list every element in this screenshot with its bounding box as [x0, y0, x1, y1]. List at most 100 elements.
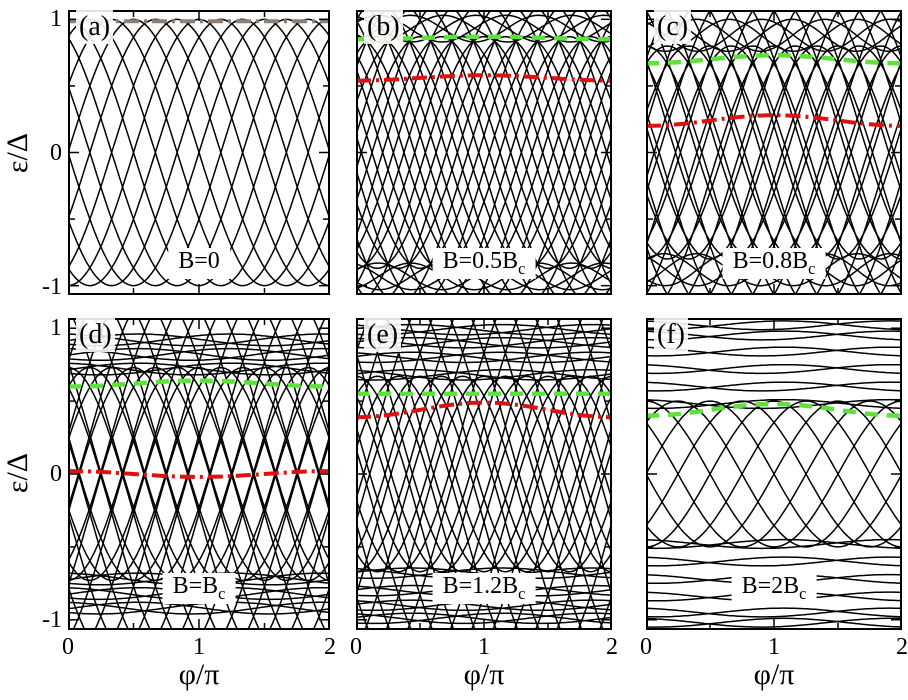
spectrum-curve: [69, 18, 329, 287]
panel-label-d: (d): [76, 318, 115, 352]
panel-a: (a) B=0: [68, 10, 330, 295]
ytick-top-1: 1: [50, 6, 62, 32]
spectrum-curve: [69, 366, 329, 629]
field-subscript: c: [218, 584, 226, 604]
spectrum-curve: [647, 320, 901, 331]
panel-label-f: (f): [654, 318, 688, 352]
xtick-f-2: 2: [896, 634, 908, 660]
panel-e: (e) B=1.2Bc: [356, 318, 612, 630]
spectrum-curve: [364, 375, 561, 629]
panel-c: (c) B=0.8Bc: [646, 10, 902, 295]
plot-border: [356, 318, 612, 630]
spectrum-curve: [647, 18, 901, 53]
spectrum-curve: [647, 617, 901, 628]
red-dashdot-level-e: [357, 400, 611, 420]
spectrum-curve: [647, 346, 901, 357]
spectrum-curve: [357, 11, 611, 270]
spectrum-curve: [647, 45, 860, 294]
x-axis-label-col3: φ/π: [753, 658, 795, 691]
field-label-main: B=2B: [741, 573, 800, 600]
spectrum-curve: [688, 11, 901, 260]
panel-f: (f) B=2Bc: [646, 318, 902, 630]
spectrum-curve: [647, 607, 901, 618]
tick-marks: [356, 320, 612, 628]
spectrum-curve: [69, 366, 329, 629]
spectrum-curve: [72, 366, 282, 629]
red-dashdot-level-b: [357, 73, 611, 83]
spectrum-curve: [357, 319, 611, 573]
spectrum-curve: [647, 400, 901, 548]
xtick-e-0: 0: [350, 634, 362, 660]
field-label-f: B=2Bc: [731, 573, 817, 604]
spectrum-curve: [647, 398, 901, 410]
spectrum-curve: [357, 35, 611, 294]
spectrum-curve: [357, 375, 611, 629]
field-subscript: c: [808, 259, 816, 279]
spectrum-curve: [357, 319, 611, 573]
spectrum-curve: [357, 369, 611, 381]
spectrum-curve: [647, 252, 901, 287]
field-label-main: B=0: [178, 248, 220, 275]
tick-marks: [646, 320, 902, 628]
field-label-d: B=Bc: [162, 573, 236, 604]
spectrum-curve: [647, 45, 901, 294]
plot-border: [68, 318, 330, 630]
spectrum-curve: [647, 45, 901, 294]
spectrum-curve: [69, 319, 329, 582]
spectrum-curve: [647, 381, 901, 392]
spectrum-curve: [647, 398, 901, 410]
x-axis-label-col1: φ/π: [178, 658, 220, 691]
xtick-e-1: 1: [478, 634, 490, 660]
spectrum-curve: [69, 319, 329, 582]
field-label-main: B=B: [172, 573, 219, 600]
spectrum-curve: [357, 11, 611, 270]
spectrum-plot-f: [646, 318, 902, 630]
red-dashdot-level-c: [647, 113, 901, 128]
spectrum-plot-b: [356, 10, 612, 295]
panel-b: (b) B=0.5Bc: [356, 10, 612, 295]
spectrum-curve: [647, 11, 901, 260]
spectrum-curve: [647, 330, 901, 341]
field-label-main: B=0.8B: [732, 248, 809, 275]
spectrum-curve: [357, 351, 611, 364]
spectrum-curve: [647, 363, 901, 375]
spectrum-curve: [647, 363, 901, 375]
field-label-c: B=0.8Bc: [722, 248, 826, 279]
field-subscript: c: [799, 584, 807, 604]
spectrum-curve: [357, 599, 611, 612]
spectrum-plot-c: [646, 10, 902, 295]
panel-label-a: (a): [76, 10, 114, 44]
tick-marks: [68, 12, 330, 293]
spectrum-curve: [647, 538, 901, 550]
spectrum-curve: [357, 369, 611, 381]
ytick-top-0: 0: [50, 140, 62, 166]
xtick-f-0: 0: [640, 634, 652, 660]
panel-d: (d) B=Bc: [68, 318, 330, 630]
plot-border: [68, 10, 330, 295]
spectrum-curve: [647, 556, 901, 567]
xtick-d-0: 0: [62, 634, 74, 660]
plot-border: [646, 10, 902, 295]
xtick-e-2: 2: [606, 634, 618, 660]
panel-label-e: (e): [364, 318, 402, 352]
spectrum-curve: [647, 400, 901, 548]
spectrum-curve: [647, 11, 901, 260]
field-subscript: c: [518, 584, 526, 604]
field-label-e: B=1.2Bc: [432, 573, 536, 604]
x-axis-label-col2: φ/π: [463, 658, 505, 691]
spectrum-curve: [69, 319, 329, 582]
spectrum-curve: [357, 599, 611, 612]
spectrum-curve: [69, 362, 329, 376]
spectrum-curve: [69, 347, 329, 362]
spectrum-curve: [69, 362, 329, 376]
spectrum-curve: [69, 18, 329, 287]
y-axis-label-bottom: ε/Δ: [1, 452, 34, 494]
spectrum-curve: [357, 262, 611, 291]
spectrum-curve: [647, 607, 901, 618]
ytick-bot-1: 1: [50, 315, 62, 341]
y-axis-label-top: ε/Δ: [1, 132, 34, 174]
spectrum-curve: [116, 319, 326, 582]
tick-marks: [68, 320, 330, 628]
field-label-main: B=0.5B: [442, 248, 519, 275]
